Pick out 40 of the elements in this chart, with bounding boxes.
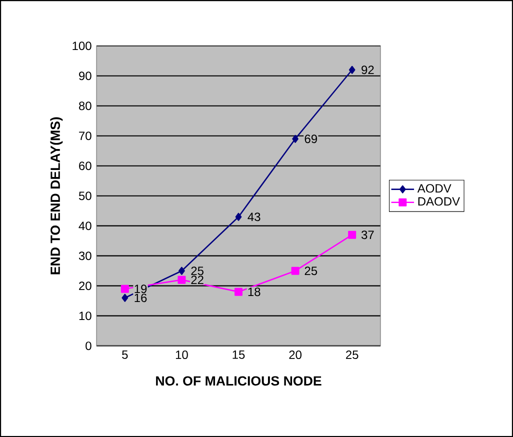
point [348, 230, 356, 239]
x-tick-label: 10 [176, 350, 188, 360]
y-tick-label: 80 [78, 102, 92, 110]
y-tick-label: 20 [79, 282, 92, 290]
data-label: 18 [248, 288, 260, 296]
legend-label: DAODV [418, 197, 460, 206]
point [235, 212, 242, 221]
data-label: 25 [191, 266, 204, 276]
legend-label: AODV [417, 184, 452, 193]
data-label: 92 [362, 66, 374, 74]
point [348, 66, 356, 74]
point [178, 276, 186, 284]
point [120, 284, 129, 293]
x-tick-label: 15 [232, 350, 245, 359]
y-tick-label: 0 [86, 342, 92, 350]
point [234, 288, 243, 296]
y-axis-title: END TO END DELAY(MS) [50, 117, 63, 274]
data-label: 43 [248, 212, 260, 222]
data-label: 22 [191, 276, 204, 284]
x-axis-title: NO. OF MALICIOUS NODE [156, 376, 322, 386]
y-tick-label: 40 [78, 222, 92, 230]
y-tick-label: 60 [79, 162, 92, 170]
point [178, 266, 185, 275]
point [292, 134, 298, 143]
data-label: 37 [361, 230, 374, 240]
data-label: 19 [134, 284, 147, 294]
x-tick-label: 5 [122, 350, 128, 359]
y-tick-label: 100 [72, 42, 92, 50]
y-tick-label: 10 [79, 312, 92, 320]
y-tick-label: 50 [78, 192, 92, 200]
y-tick-label: 90 [79, 72, 92, 80]
x-tick-label: 20 [289, 350, 302, 360]
point [122, 294, 128, 302]
y-tick-label: 70 [79, 132, 92, 140]
data-label: 16 [134, 294, 147, 302]
data-label: 25 [304, 266, 318, 276]
y-tick-label: 30 [78, 252, 92, 260]
data-label: 69 [304, 134, 318, 144]
x-tick-label: 25 [346, 350, 358, 360]
point [291, 266, 300, 275]
